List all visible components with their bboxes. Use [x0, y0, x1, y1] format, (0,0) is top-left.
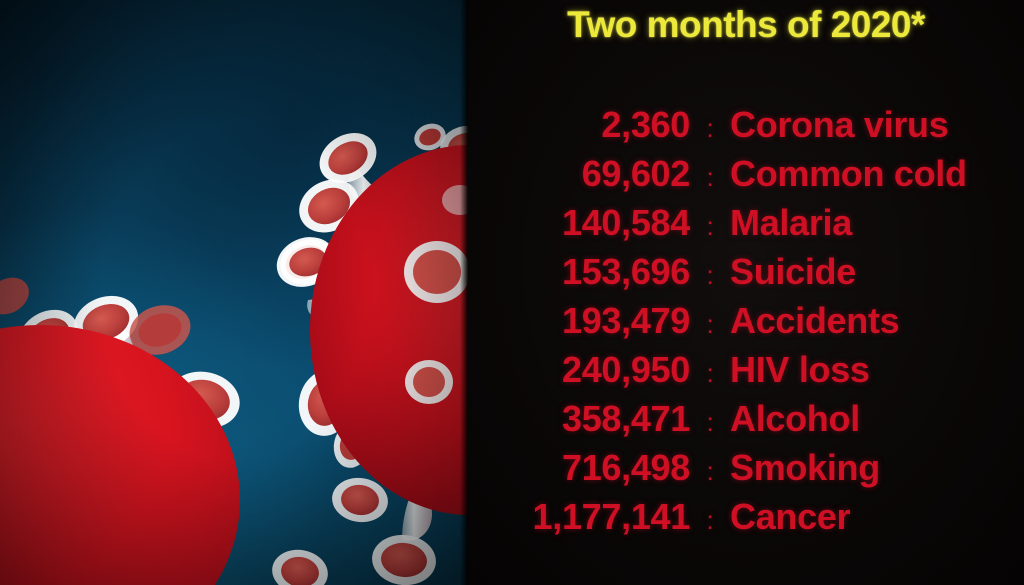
stat-label: Corona virus	[730, 104, 949, 145]
virus-particle-left	[0, 277, 240, 585]
stat-separator: :	[706, 113, 714, 143]
stat-separator: :	[706, 309, 714, 339]
stat-value: 240,950	[561, 349, 690, 390]
stat-label: HIV loss	[730, 349, 870, 390]
stat-separator: :	[706, 358, 714, 388]
stat-separator: :	[706, 211, 714, 241]
stat-value: 140,584	[561, 202, 690, 243]
stat-label: Malaria	[730, 202, 852, 243]
coronavirus-particles-graphic	[0, 123, 468, 585]
stat-separator: :	[706, 407, 714, 437]
panel-divider	[460, 0, 468, 585]
table-row: 240,950 : HIV loss	[468, 349, 1024, 398]
statistics-list: 2,360 : Corona virus 69,602 : Common col…	[468, 104, 1024, 545]
stat-separator: :	[706, 260, 714, 290]
stat-value: 153,696	[561, 251, 690, 292]
stat-label: Cancer	[730, 496, 851, 537]
coronavirus-illustration	[0, 0, 468, 585]
stat-label: Accidents	[730, 300, 900, 341]
virus-particle-right	[272, 123, 468, 585]
table-row: 69,602 : Common cold	[468, 153, 1024, 202]
stat-separator: :	[706, 456, 714, 486]
stat-label: Common cold	[730, 153, 967, 194]
table-row: 1,177,141 : Cancer	[468, 496, 1024, 545]
stat-label: Smoking	[730, 447, 880, 488]
stat-value: 358,471	[561, 398, 690, 439]
stat-separator: :	[706, 162, 714, 192]
stat-label: Alcohol	[730, 398, 860, 439]
statistics-board: Two months of 2020* 2,360 : Corona virus…	[468, 0, 1024, 585]
table-row: 716,498 : Smoking	[468, 447, 1024, 496]
stat-label: Suicide	[730, 251, 856, 292]
table-row: 193,479 : Accidents	[468, 300, 1024, 349]
table-row: 153,696 : Suicide	[468, 251, 1024, 300]
table-row: 140,584 : Malaria	[468, 202, 1024, 251]
stat-value: 193,479	[561, 300, 690, 341]
stat-value: 716,498	[561, 447, 690, 488]
table-row: 358,471 : Alcohol	[468, 398, 1024, 447]
page-title: Two months of 2020*	[567, 4, 925, 45]
stat-value: 1,177,141	[532, 496, 691, 537]
table-row: 2,360 : Corona virus	[468, 104, 1024, 153]
virus-body-left	[0, 325, 240, 585]
stat-value: 69,602	[581, 153, 691, 194]
stat-value: 2,360	[601, 104, 690, 145]
stat-separator: :	[706, 505, 714, 535]
